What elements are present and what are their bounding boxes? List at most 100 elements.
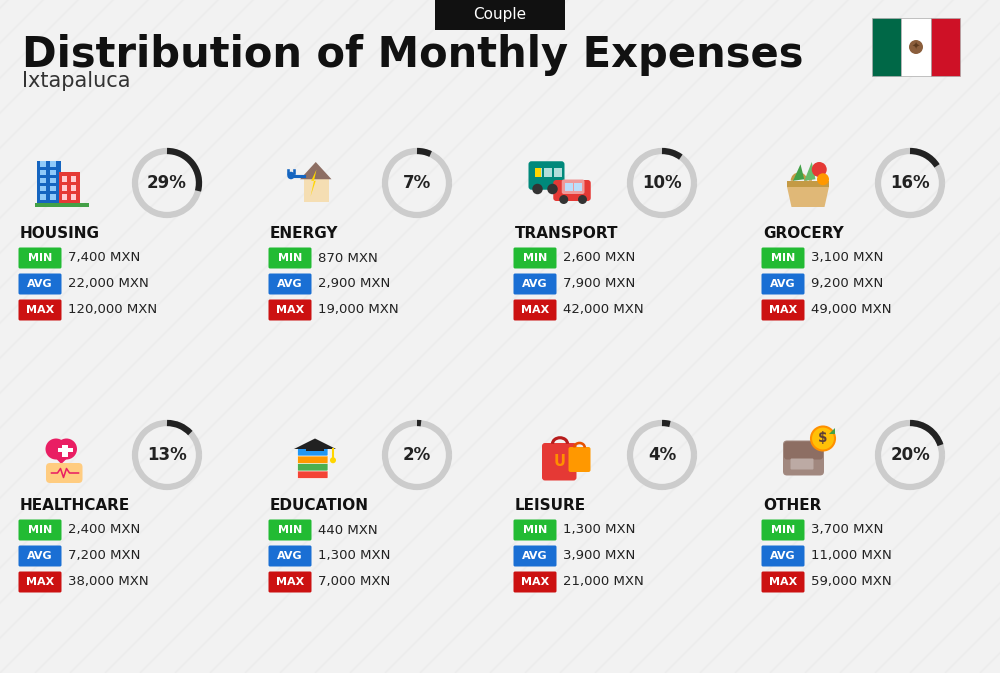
- Text: 7,000 MXN: 7,000 MXN: [318, 575, 390, 588]
- FancyBboxPatch shape: [298, 470, 328, 479]
- Bar: [71, 194, 76, 199]
- FancyBboxPatch shape: [762, 273, 804, 295]
- Circle shape: [812, 162, 827, 177]
- Bar: [544, 168, 552, 177]
- Bar: [50, 194, 56, 199]
- Text: 29%: 29%: [147, 174, 187, 192]
- Text: 7,900 MXN: 7,900 MXN: [563, 277, 635, 291]
- Bar: [40, 170, 46, 175]
- Text: MAX: MAX: [26, 577, 54, 587]
- Text: 7%: 7%: [403, 174, 431, 192]
- Text: LEISURE: LEISURE: [515, 497, 586, 513]
- Circle shape: [547, 184, 558, 194]
- Text: AVG: AVG: [277, 279, 303, 289]
- Text: 1,300 MXN: 1,300 MXN: [563, 524, 635, 536]
- Text: Couple: Couple: [473, 7, 527, 22]
- Polygon shape: [793, 164, 804, 181]
- Text: 19,000 MXN: 19,000 MXN: [318, 304, 399, 316]
- Text: 870 MXN: 870 MXN: [318, 252, 378, 264]
- Text: AVG: AVG: [27, 279, 53, 289]
- Text: MAX: MAX: [521, 577, 549, 587]
- Circle shape: [287, 172, 295, 179]
- Text: TRANSPORT: TRANSPORT: [515, 225, 618, 240]
- Text: HEALTHCARE: HEALTHCARE: [20, 497, 130, 513]
- Bar: [62, 176, 67, 182]
- FancyBboxPatch shape: [568, 447, 590, 472]
- Text: U: U: [554, 454, 566, 468]
- Bar: [59, 172, 80, 205]
- Text: AVG: AVG: [277, 551, 303, 561]
- Text: ✦: ✦: [912, 42, 920, 52]
- Bar: [62, 444, 68, 456]
- Text: 3,100 MXN: 3,100 MXN: [811, 252, 883, 264]
- Polygon shape: [304, 179, 328, 202]
- Text: MAX: MAX: [276, 305, 304, 315]
- Bar: [565, 183, 573, 190]
- Bar: [40, 194, 46, 199]
- Circle shape: [578, 195, 587, 204]
- Text: MAX: MAX: [769, 577, 797, 587]
- FancyBboxPatch shape: [528, 162, 564, 190]
- FancyBboxPatch shape: [18, 520, 62, 540]
- Text: HOUSING: HOUSING: [20, 225, 100, 240]
- Bar: [787, 181, 829, 186]
- FancyBboxPatch shape: [18, 273, 62, 295]
- FancyBboxPatch shape: [514, 299, 556, 320]
- Text: AVG: AVG: [770, 551, 796, 561]
- Text: 13%: 13%: [147, 446, 187, 464]
- Text: AVG: AVG: [770, 279, 796, 289]
- Text: GROCERY: GROCERY: [763, 225, 844, 240]
- Text: MIN: MIN: [523, 525, 547, 535]
- FancyBboxPatch shape: [18, 299, 62, 320]
- FancyBboxPatch shape: [435, 0, 565, 30]
- FancyBboxPatch shape: [762, 520, 804, 540]
- Circle shape: [559, 195, 568, 204]
- Bar: [534, 168, 542, 177]
- Text: OTHER: OTHER: [763, 497, 821, 513]
- Text: ENERGY: ENERGY: [270, 225, 338, 240]
- Text: 38,000 MXN: 38,000 MXN: [68, 575, 149, 588]
- Text: MAX: MAX: [26, 305, 54, 315]
- Bar: [50, 162, 56, 166]
- Text: 1,300 MXN: 1,300 MXN: [318, 549, 390, 563]
- FancyBboxPatch shape: [762, 299, 804, 320]
- Polygon shape: [829, 428, 835, 434]
- Bar: [50, 178, 56, 183]
- Bar: [931, 18, 960, 76]
- Circle shape: [46, 439, 66, 460]
- Bar: [71, 176, 76, 182]
- Circle shape: [330, 457, 336, 463]
- FancyBboxPatch shape: [298, 462, 328, 471]
- FancyBboxPatch shape: [268, 571, 312, 592]
- FancyBboxPatch shape: [514, 273, 556, 295]
- Text: 59,000 MXN: 59,000 MXN: [811, 575, 892, 588]
- Text: 3,700 MXN: 3,700 MXN: [811, 524, 883, 536]
- Circle shape: [532, 184, 543, 194]
- Text: 20%: 20%: [890, 446, 930, 464]
- Text: EDUCATION: EDUCATION: [270, 497, 369, 513]
- Text: 4%: 4%: [648, 446, 676, 464]
- Bar: [306, 447, 324, 452]
- Text: 3,900 MXN: 3,900 MXN: [563, 549, 635, 563]
- Bar: [62, 185, 67, 190]
- Text: MAX: MAX: [276, 577, 304, 587]
- FancyBboxPatch shape: [18, 571, 62, 592]
- Bar: [35, 203, 89, 207]
- Text: Distribution of Monthly Expenses: Distribution of Monthly Expenses: [22, 34, 804, 76]
- Text: MAX: MAX: [521, 305, 549, 315]
- Circle shape: [909, 40, 923, 54]
- FancyBboxPatch shape: [46, 463, 82, 483]
- Bar: [40, 186, 46, 191]
- FancyBboxPatch shape: [514, 248, 556, 269]
- Polygon shape: [300, 162, 332, 179]
- FancyBboxPatch shape: [514, 571, 556, 592]
- Text: 49,000 MXN: 49,000 MXN: [811, 304, 892, 316]
- FancyBboxPatch shape: [18, 546, 62, 567]
- FancyBboxPatch shape: [268, 273, 312, 295]
- FancyBboxPatch shape: [762, 571, 804, 592]
- Text: 440 MXN: 440 MXN: [318, 524, 378, 536]
- Text: 2,400 MXN: 2,400 MXN: [68, 524, 140, 536]
- Text: MIN: MIN: [771, 525, 795, 535]
- Text: MIN: MIN: [278, 253, 302, 263]
- Text: 2%: 2%: [403, 446, 431, 464]
